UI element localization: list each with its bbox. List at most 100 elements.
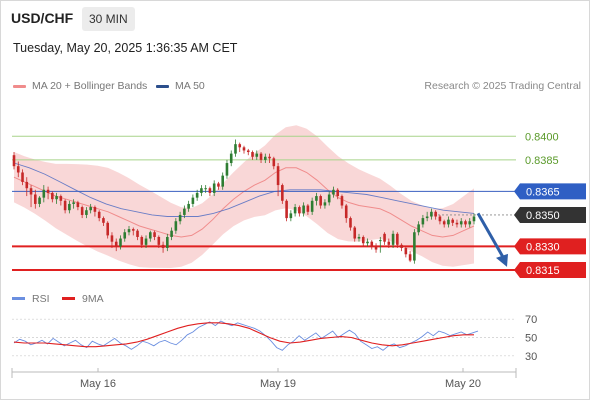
candle-body [298, 207, 301, 214]
level-label-0.8400: 0.8400 [525, 131, 559, 143]
x-tick-label: May 20 [445, 378, 481, 390]
level-tag-0.8365 [514, 183, 586, 200]
candle-body [161, 244, 165, 248]
symbol-title: USD/CHF [11, 10, 74, 26]
rsi-legend-label-RSI: RSI [32, 293, 50, 305]
candle-body [459, 221, 463, 225]
candle-body [76, 202, 80, 208]
candle-body [340, 196, 344, 206]
candle-body [119, 238, 122, 247]
candle-body [33, 194, 37, 204]
legend-ma50: MA 50 [156, 80, 205, 92]
forecast-arrow-head [496, 253, 508, 267]
candle-body [212, 183, 216, 193]
candle-body [332, 189, 335, 195]
x-tick-label: May 19 [260, 378, 296, 390]
x-tick-label: May 16 [80, 378, 116, 390]
axis-layer: May 16 May 19 May 20 [11, 368, 517, 390]
candle-body [353, 227, 357, 239]
candle-body [387, 241, 391, 245]
candle-body [289, 213, 293, 219]
rsi-tick-label: 70 [525, 314, 537, 326]
candle-body [349, 218, 352, 228]
candle-body [42, 189, 46, 198]
forecast-arrow-shaft [476, 212, 506, 260]
ma20-swatch [13, 84, 26, 88]
candle-body [451, 219, 455, 223]
candle-body [293, 207, 297, 214]
candle-body [38, 197, 41, 204]
candle-body [97, 211, 101, 219]
rsi-tick-label: 30 [525, 351, 537, 363]
rsi-legend-label-9MA: 9MA [82, 293, 104, 305]
candle-body [378, 240, 382, 242]
candle-body [21, 172, 24, 182]
candle-body [344, 205, 348, 219]
candle-body [110, 235, 114, 242]
candle-body [157, 236, 161, 245]
rsi-series-9MA [13, 322, 474, 348]
candle-body [276, 166, 280, 186]
candle-body [370, 241, 374, 247]
level-tag-0.8350 [514, 206, 586, 223]
candle-body [472, 216, 476, 222]
candle-body [153, 232, 156, 237]
candle-body [136, 230, 139, 237]
candle-body [366, 241, 369, 244]
candle-body [29, 188, 33, 195]
candle-body [68, 203, 71, 211]
candle-body [63, 200, 67, 211]
ma50-swatch [156, 84, 169, 88]
level-label-0.8315: 0.8315 [526, 265, 560, 277]
chart-datetime: Tuesday, May 20, 2025 1:36:35 AM CET [13, 41, 238, 55]
candle-body [417, 224, 420, 233]
timeframe-button[interactable]: 30 MIN [82, 7, 135, 31]
candle-body [148, 232, 152, 239]
candle-body [404, 247, 408, 255]
candle-body [114, 241, 118, 247]
candle-body [315, 196, 318, 201]
candle-body [285, 200, 288, 219]
candle-body [400, 244, 403, 248]
candle-body [234, 144, 237, 154]
candle-body [187, 203, 190, 209]
candle-body [391, 233, 395, 245]
candle-body [204, 188, 207, 190]
candle-body [131, 229, 135, 231]
level-label-0.8365: 0.8365 [526, 186, 560, 198]
candle-body [127, 229, 131, 233]
candle-body [208, 188, 212, 193]
candle-body [430, 211, 433, 217]
candle-body [166, 236, 169, 248]
candle-body [106, 222, 110, 236]
rsi-tick-label: 50 [525, 333, 537, 345]
candle-body [306, 205, 310, 212]
candle-body [225, 163, 229, 176]
candle-body [221, 175, 225, 187]
rsi-layer: 70 50 30 RSI 9MA [12, 293, 537, 363]
rsi-legend-swatch-9MA [62, 297, 75, 300]
candle-body [238, 144, 242, 148]
candle-body [357, 236, 361, 239]
ma50-line [13, 162, 475, 217]
candle-body [183, 208, 186, 215]
candle-body [310, 200, 314, 212]
candle-body [438, 216, 442, 222]
rsi-series-RSI [13, 320, 479, 351]
candle-body [140, 236, 144, 245]
level-tag-0.8315 [514, 261, 586, 278]
candle-body [174, 221, 178, 231]
candle-body [434, 211, 437, 217]
candle-body [336, 189, 340, 197]
candle-body [12, 155, 16, 167]
candle-body [55, 196, 58, 200]
level-tag-0.8330 [514, 238, 586, 255]
candle-body [263, 156, 267, 160]
candle-body [361, 236, 365, 244]
candle-body [251, 152, 254, 157]
candle-body [383, 233, 386, 242]
candle-body [123, 232, 127, 239]
candle-body [302, 205, 305, 214]
candle-body [217, 183, 220, 187]
